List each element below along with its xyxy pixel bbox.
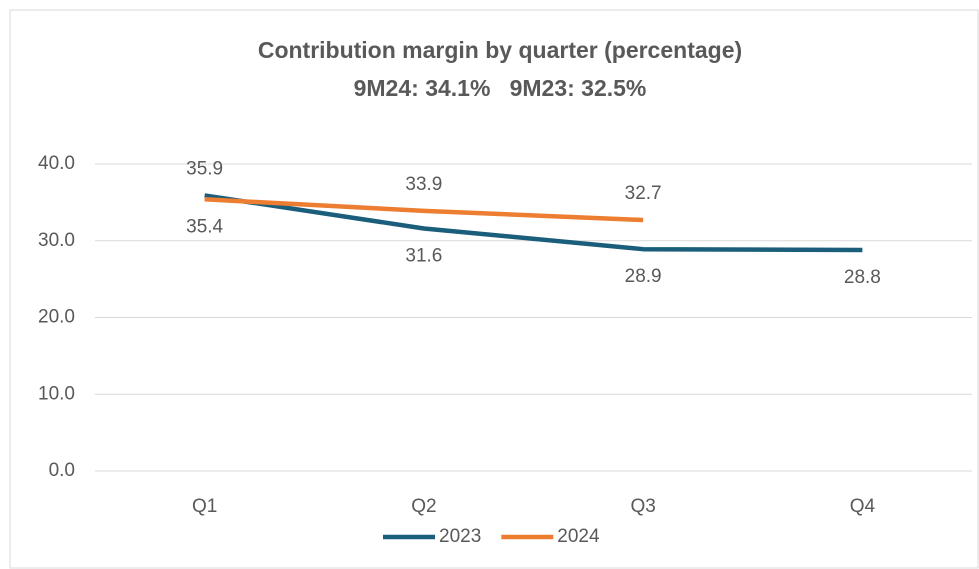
- x-tick-label: Q4: [850, 496, 876, 517]
- data-label: 28.9: [625, 266, 662, 287]
- y-tick-label: 0.0: [49, 460, 75, 481]
- data-label: 35.9: [186, 158, 223, 179]
- series-line: [204, 197, 644, 223]
- chart-subtitle: 9M24: 34.1% 9M23: 32.5%: [354, 75, 647, 101]
- chart-title: Contribution margin by quarter (percenta…: [258, 37, 742, 63]
- series-line: [204, 193, 863, 253]
- y-tick-label: 40.0: [38, 153, 75, 174]
- y-tick-label: 20.0: [38, 307, 75, 328]
- y-tick-label: 30.0: [38, 230, 75, 251]
- legend-label: 2023: [439, 526, 481, 547]
- data-label: 31.6: [405, 245, 442, 266]
- x-tick-label: Q3: [630, 496, 655, 517]
- data-label: 32.7: [625, 183, 662, 204]
- data-label: 33.9: [405, 174, 442, 195]
- data-label: 28.8: [844, 267, 881, 288]
- x-tick-label: Q2: [411, 496, 436, 517]
- data-label: 35.4: [186, 216, 223, 237]
- x-tick-label: Q1: [192, 496, 217, 517]
- legend-label: 2024: [557, 526, 600, 547]
- chart-frame: [9, 9, 979, 569]
- y-tick-label: 10.0: [38, 383, 75, 404]
